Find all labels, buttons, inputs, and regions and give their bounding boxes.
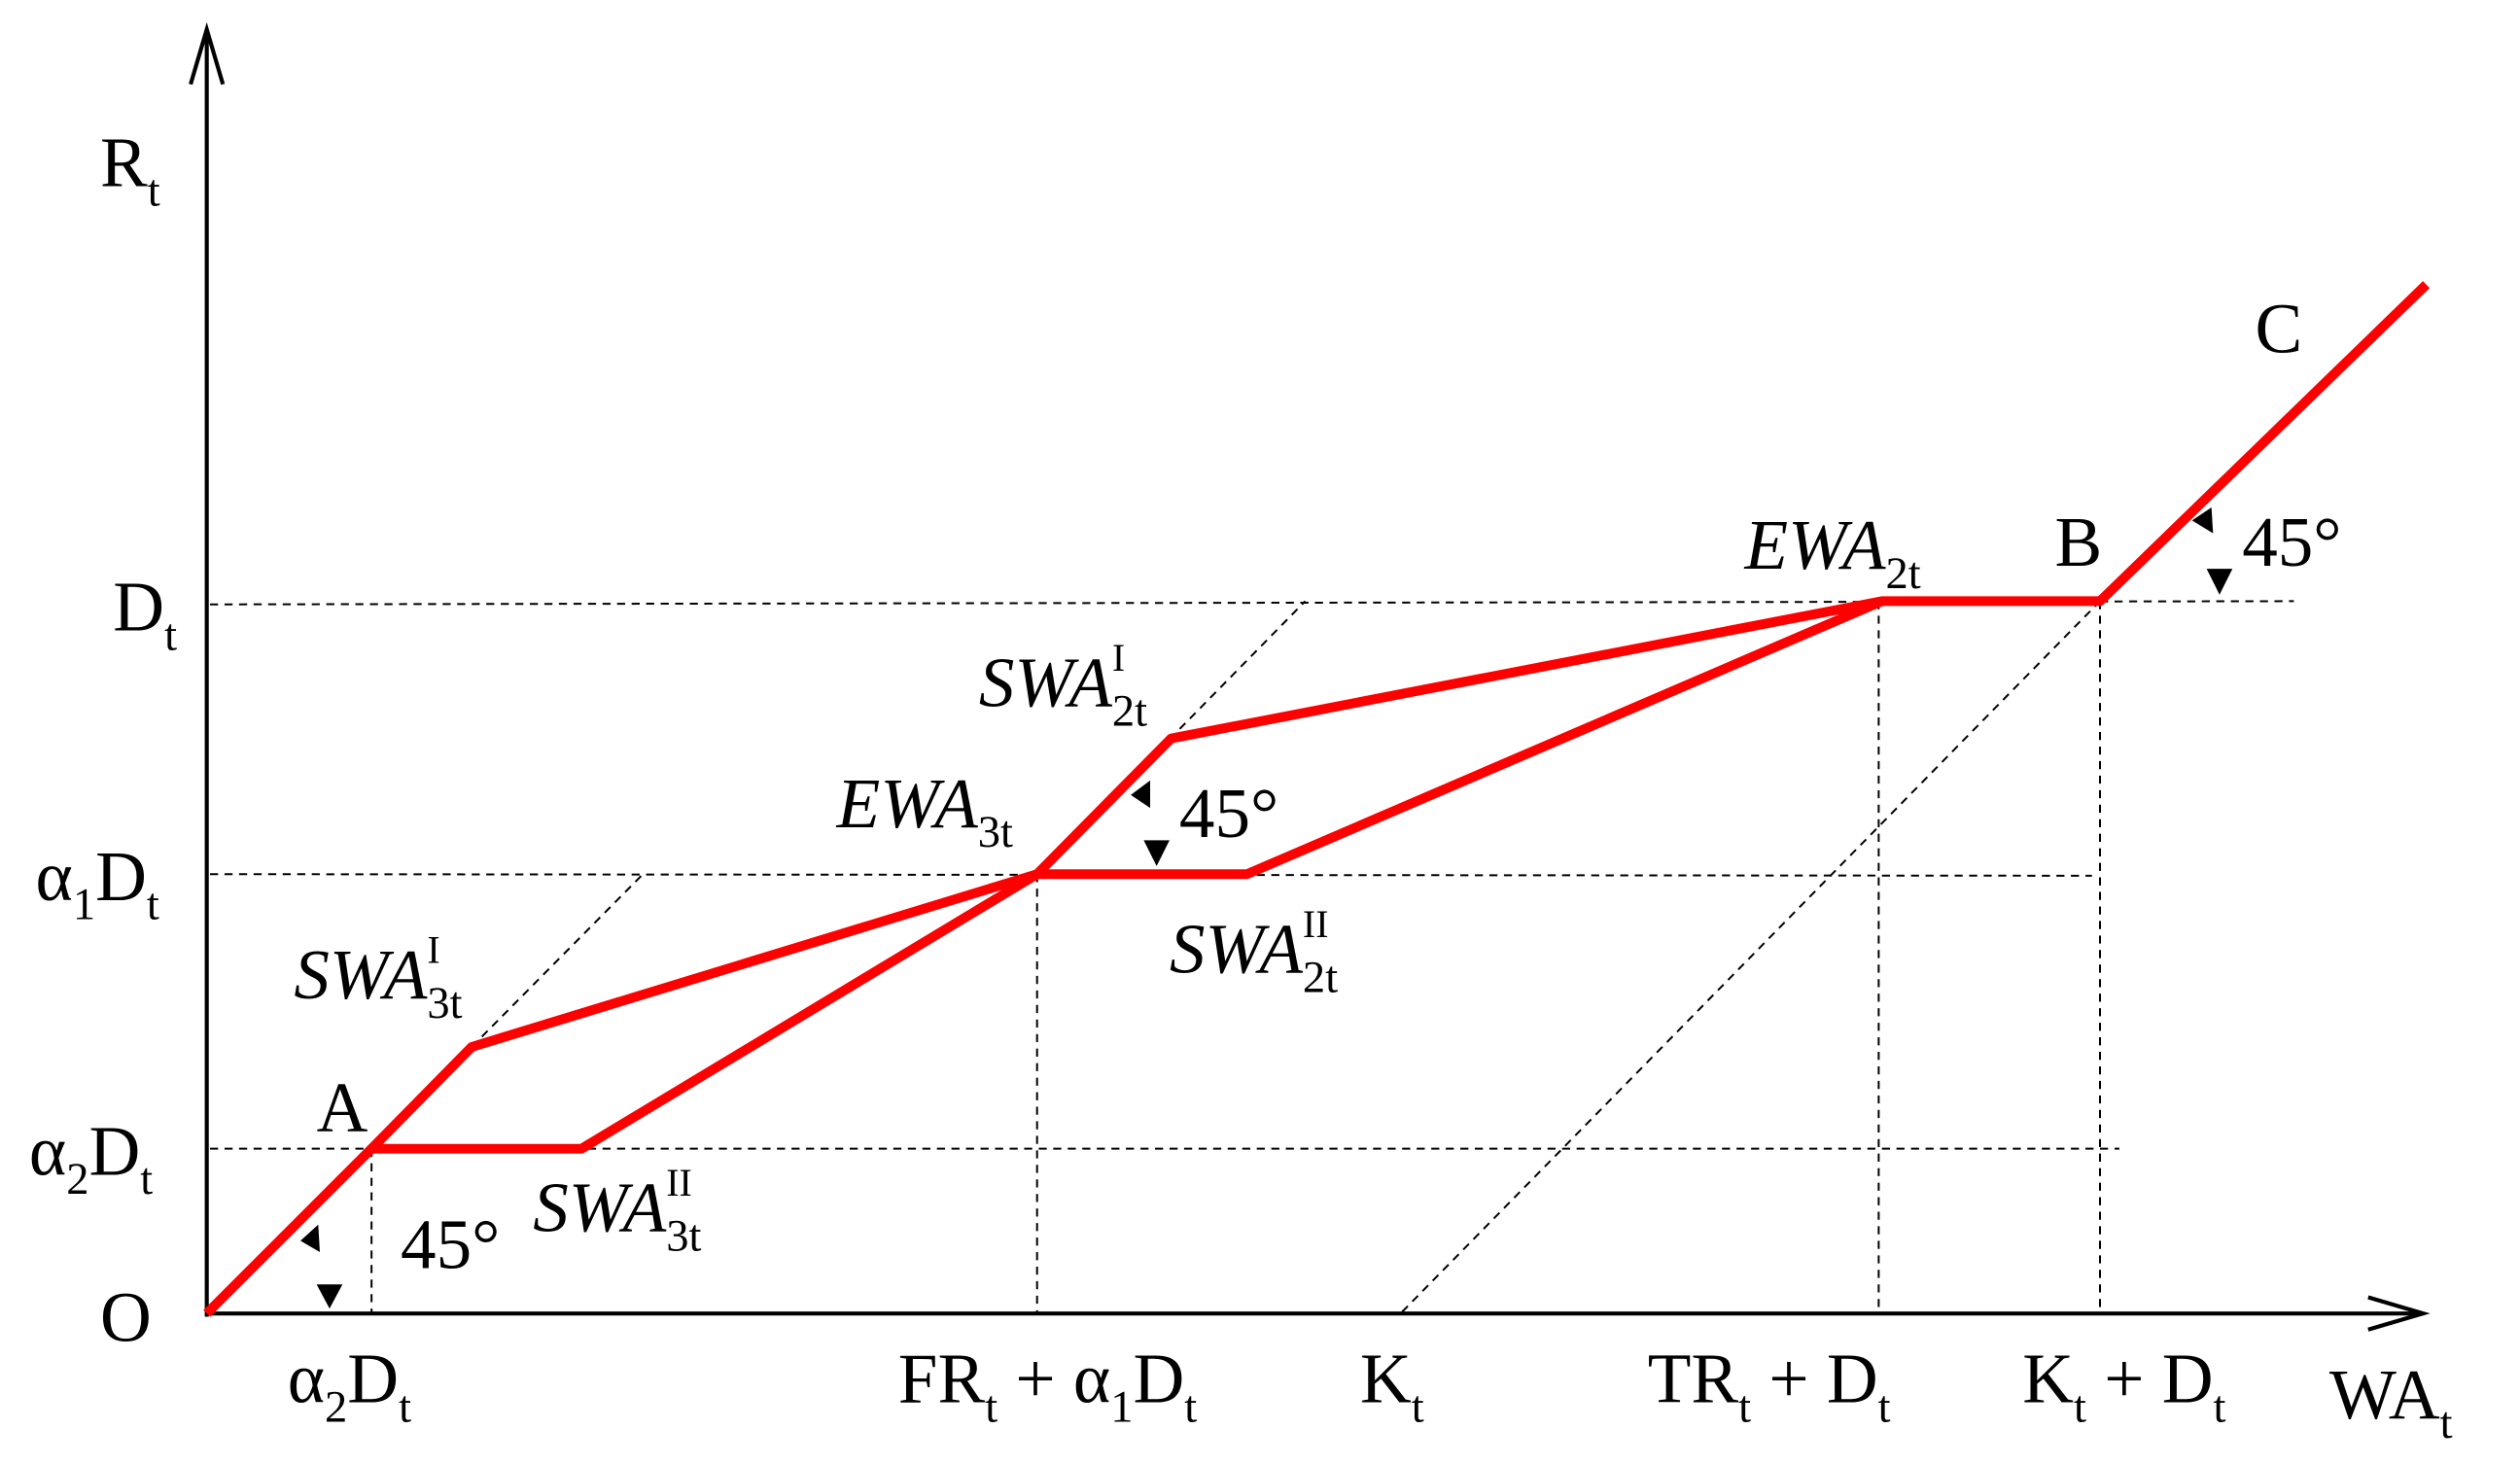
text: D: [113, 567, 164, 645]
text: + D: [1751, 1340, 1878, 1418]
curve-label: EWA2t: [1743, 505, 1920, 599]
text: + D: [2086, 1340, 2214, 1418]
sub: t: [2440, 1399, 2453, 1448]
text: + α: [998, 1340, 1110, 1418]
sub: 2t: [1886, 549, 1921, 599]
axes: [189, 21, 2431, 1332]
sub: 2: [66, 1155, 88, 1204]
axis-label: Rt: [100, 122, 160, 216]
text: D: [95, 837, 147, 916]
lower-path: [371, 596, 1884, 1154]
arrow: [2367, 1295, 2431, 1332]
sub: t: [2214, 1382, 2226, 1432]
text: EWA: [1743, 505, 1885, 584]
arrowhead: [1131, 780, 1151, 809]
angle-arrows: [300, 507, 2233, 1309]
sub: 1: [73, 881, 95, 930]
point-label: C: [2256, 290, 2303, 368]
sub: t: [399, 1382, 411, 1432]
sub: 2: [325, 1382, 347, 1432]
arrowhead: [300, 1224, 320, 1253]
text: TR: [1648, 1340, 1739, 1418]
arrowhead: [2191, 507, 2214, 534]
sub: t: [985, 1382, 998, 1432]
axis-label: WAt: [2329, 1355, 2453, 1448]
text: 45°: [401, 1205, 500, 1284]
axis-label: O: [100, 1277, 152, 1356]
arrowhead: [1143, 840, 1170, 866]
sub: 2t: [1112, 686, 1147, 736]
sub: 2t: [1303, 954, 1338, 1003]
point-label: A: [317, 1067, 368, 1146]
sub: t: [148, 166, 160, 216]
sup: I: [1112, 636, 1125, 680]
angle-label: 45°: [2242, 503, 2341, 581]
curve-label: SWAII 3t: [533, 1161, 701, 1261]
text: K: [2022, 1340, 2074, 1418]
curve-label: SWAII 2t: [1170, 902, 1338, 1002]
sub: t: [1412, 1382, 1424, 1432]
curve-label: SWAI 2t: [979, 636, 1147, 736]
sub: t: [147, 881, 159, 930]
x-tick-label: Kt: [1360, 1340, 1424, 1433]
text: O: [100, 1277, 152, 1356]
guide: [1401, 600, 2101, 1313]
text: α: [288, 1340, 325, 1418]
arrowhead: [316, 1284, 343, 1309]
text: EWA: [836, 764, 978, 843]
sub: t: [1184, 1382, 1197, 1432]
sub: 3t: [427, 979, 462, 1028]
arrowhead: [2206, 569, 2233, 595]
sub: t: [1878, 1382, 1891, 1432]
text: SWA: [294, 935, 427, 1014]
text: D: [88, 1111, 140, 1190]
upper-path: [203, 281, 2431, 1317]
sub: 3t: [978, 808, 1013, 857]
angle-label: 45°: [401, 1205, 500, 1284]
angle-label: 45°: [1179, 774, 1278, 853]
text: SWA: [1170, 910, 1303, 989]
y-tick-label: α2Dt: [29, 1111, 153, 1204]
text: 45°: [1179, 774, 1278, 853]
text: FR: [898, 1340, 986, 1418]
curve-label: EWA3t: [836, 764, 1013, 857]
text: α: [29, 1111, 66, 1190]
sub: t: [1738, 1382, 1751, 1432]
text: D: [1134, 1340, 1185, 1418]
sup: I: [427, 928, 439, 972]
arrow: [189, 21, 226, 86]
text: D: [347, 1340, 399, 1418]
sub: 1: [1110, 1382, 1133, 1432]
sup: II: [666, 1161, 692, 1204]
x-tick-label: FRt + α1Dt: [898, 1340, 1197, 1433]
x-tick-label: α2Dt: [288, 1340, 411, 1433]
text: K: [1360, 1340, 1412, 1418]
sub: t: [164, 610, 177, 660]
sub: t: [140, 1155, 153, 1204]
text: A: [317, 1067, 368, 1146]
sup: II: [1303, 902, 1329, 946]
text: SWA: [533, 1168, 666, 1246]
sub: t: [2074, 1382, 2086, 1432]
x-tick-label: Kt + Dt: [2022, 1340, 2225, 1433]
guide: [471, 873, 645, 1048]
point-label: B: [2054, 503, 2102, 581]
text: B: [2054, 503, 2102, 581]
text: C: [2256, 290, 2303, 368]
text: SWA: [979, 643, 1112, 721]
curves: [203, 281, 2431, 1317]
curve-label: SWAI 3t: [294, 928, 462, 1028]
text: α: [36, 837, 73, 916]
text: WA: [2329, 1355, 2440, 1434]
text: R: [100, 122, 148, 201]
sub: 3t: [666, 1211, 701, 1261]
y-tick-label: α1Dt: [36, 837, 159, 930]
text: 45°: [2242, 503, 2341, 581]
x-tick-label: TRt + Dt: [1648, 1340, 1891, 1433]
y-tick-label: Dt: [113, 567, 177, 660]
